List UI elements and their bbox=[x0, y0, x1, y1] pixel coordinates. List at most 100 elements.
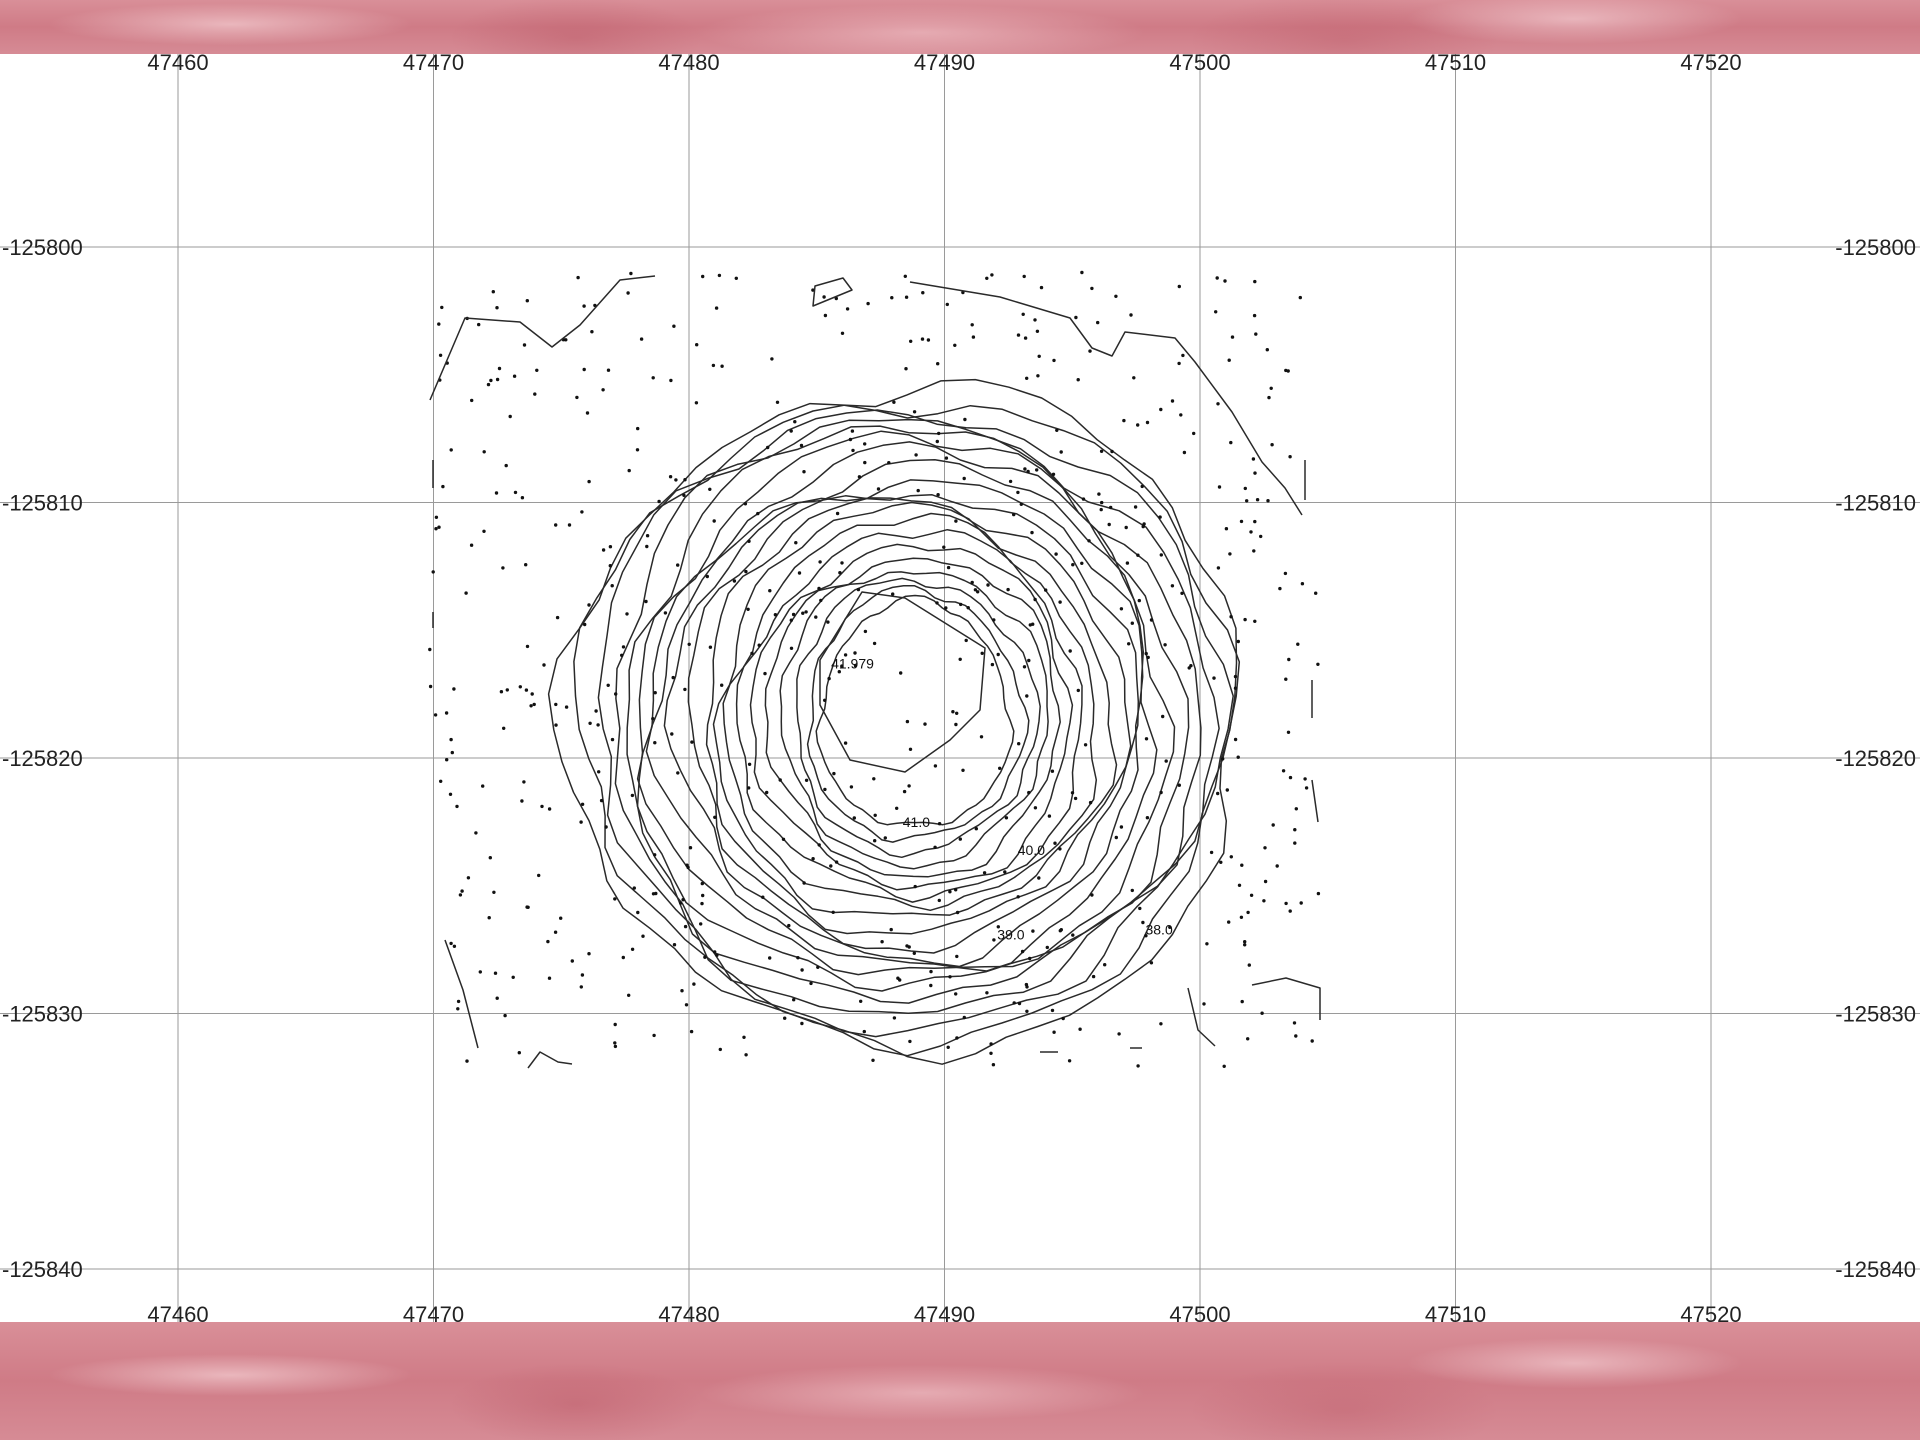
survey-point bbox=[1292, 1021, 1297, 1025]
survey-point bbox=[491, 290, 495, 294]
survey-point bbox=[991, 1063, 996, 1067]
survey-point bbox=[587, 952, 591, 956]
survey-point bbox=[683, 687, 687, 692]
survey-point bbox=[1170, 399, 1175, 403]
survey-point bbox=[627, 468, 631, 473]
survey-point bbox=[958, 837, 962, 841]
survey-point bbox=[713, 950, 717, 954]
survey-point bbox=[1237, 883, 1242, 887]
survey-point bbox=[714, 306, 719, 310]
survey-point bbox=[1267, 395, 1271, 400]
contour-line bbox=[547, 378, 1238, 1065]
survey-point bbox=[720, 364, 724, 368]
survey-point bbox=[1047, 814, 1052, 818]
survey-point bbox=[720, 683, 724, 687]
survey-point bbox=[937, 431, 941, 436]
survey-point bbox=[778, 778, 782, 782]
survey-point bbox=[889, 927, 893, 932]
survey-point bbox=[439, 779, 443, 783]
survey-point bbox=[708, 645, 713, 649]
survey-point bbox=[518, 685, 522, 689]
survey-point bbox=[512, 374, 517, 378]
survey-point bbox=[580, 973, 585, 977]
y-tick-left: -125820 bbox=[2, 746, 83, 771]
survey-point bbox=[1233, 686, 1238, 690]
survey-point bbox=[1286, 730, 1291, 734]
survey-point bbox=[979, 735, 984, 739]
survey-point bbox=[1091, 974, 1096, 979]
survey-point bbox=[873, 839, 877, 843]
y-tick-right: -125810 bbox=[1835, 491, 1916, 516]
survey-point bbox=[503, 1013, 507, 1018]
survey-point bbox=[1239, 519, 1244, 524]
survey-point bbox=[1027, 790, 1031, 795]
x-tick-bottom: 47480 bbox=[658, 1302, 719, 1322]
survey-point bbox=[636, 426, 640, 431]
survey-point bbox=[1164, 759, 1168, 763]
survey-point bbox=[816, 965, 820, 969]
survey-point bbox=[1061, 1016, 1065, 1021]
survey-point bbox=[866, 301, 870, 306]
survey-point bbox=[450, 750, 454, 755]
survey-point bbox=[567, 523, 572, 527]
survey-point bbox=[1137, 598, 1142, 603]
survey-point bbox=[907, 784, 911, 788]
survey-point bbox=[587, 479, 591, 484]
survey-point bbox=[579, 820, 583, 824]
survey-point bbox=[1170, 584, 1175, 588]
survey-point bbox=[1163, 643, 1167, 647]
survey-point bbox=[989, 1042, 993, 1046]
survey-point bbox=[793, 420, 797, 424]
contour-label: 39.0 bbox=[997, 926, 1024, 942]
survey-point bbox=[1236, 639, 1241, 644]
survey-point bbox=[493, 971, 498, 975]
survey-point bbox=[1223, 279, 1227, 283]
survey-point bbox=[976, 590, 980, 594]
survey-point bbox=[770, 357, 774, 361]
survey-point bbox=[792, 998, 796, 1002]
survey-point bbox=[470, 398, 474, 403]
survey-point bbox=[482, 529, 486, 533]
survey-point bbox=[1243, 940, 1247, 944]
summit-contour bbox=[819, 591, 986, 773]
survey-point bbox=[478, 970, 482, 974]
survey-point bbox=[683, 478, 687, 482]
contour-line bbox=[573, 404, 1241, 1057]
survey-point bbox=[635, 448, 640, 452]
survey-point bbox=[701, 274, 705, 279]
survey-point bbox=[1145, 816, 1150, 820]
survey-point bbox=[679, 901, 683, 905]
contour-label: 40.0 bbox=[1018, 842, 1045, 858]
survey-point bbox=[630, 793, 635, 798]
survey-point bbox=[1071, 933, 1075, 937]
y-tick-left: -125800 bbox=[2, 235, 83, 260]
survey-point bbox=[1209, 850, 1214, 855]
survey-point bbox=[663, 611, 668, 615]
survey-point bbox=[1129, 313, 1133, 317]
survey-point bbox=[962, 1015, 966, 1020]
survey-point bbox=[694, 401, 699, 405]
contour-line bbox=[663, 479, 1144, 968]
survey-point bbox=[1288, 455, 1292, 459]
survey-point bbox=[621, 955, 625, 960]
survey-point bbox=[499, 690, 504, 694]
survey-point bbox=[804, 610, 808, 614]
survey-point bbox=[606, 368, 611, 372]
survey-point bbox=[1263, 846, 1267, 850]
survey-point bbox=[703, 955, 707, 959]
survey-point bbox=[789, 618, 793, 622]
survey-point bbox=[1035, 329, 1040, 333]
survey-point bbox=[1074, 315, 1078, 320]
survey-point bbox=[835, 511, 840, 516]
survey-point bbox=[1012, 1001, 1016, 1005]
survey-point bbox=[1070, 791, 1075, 795]
survey-point bbox=[529, 704, 533, 708]
survey-point bbox=[1217, 485, 1222, 489]
survey-point bbox=[872, 641, 877, 646]
survey-point bbox=[1287, 657, 1291, 662]
survey-point bbox=[742, 1035, 746, 1040]
survey-point bbox=[1177, 361, 1181, 366]
survey-point bbox=[547, 807, 552, 811]
survey-point bbox=[524, 563, 528, 567]
boundary-line bbox=[429, 275, 656, 401]
